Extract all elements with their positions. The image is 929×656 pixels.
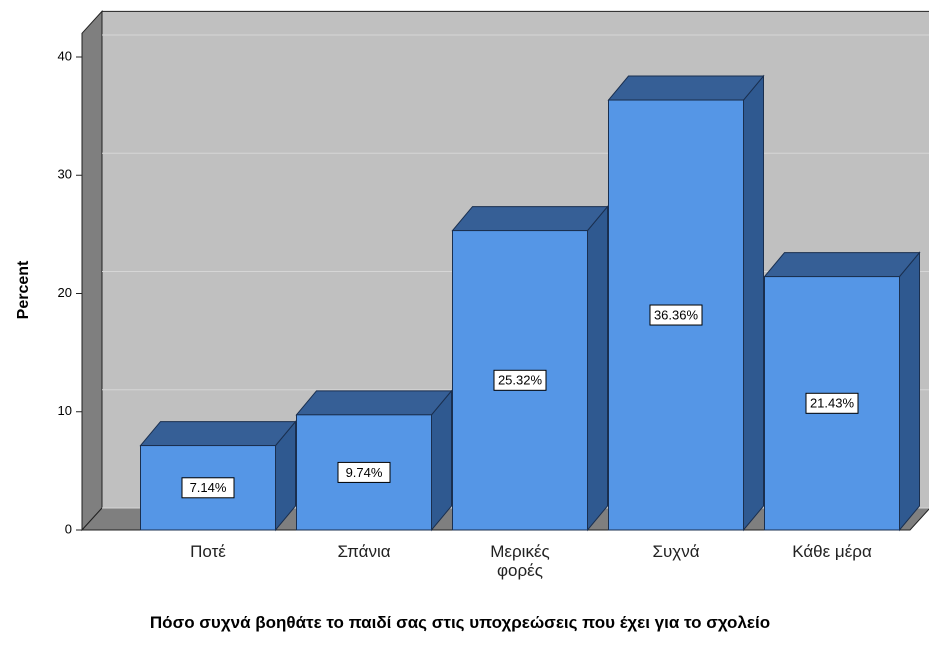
value-label: 9.74% (346, 465, 383, 480)
bar-top (607, 75, 765, 101)
value-label: 36.36% (654, 307, 699, 322)
left-wall (81, 10, 103, 532)
bar-top (139, 421, 297, 447)
value-label-box (649, 304, 703, 326)
y-tick-label: 0 (65, 521, 72, 536)
x-tick-label: Σπάνια (337, 542, 391, 561)
value-label-box (493, 369, 547, 391)
bar (295, 389, 453, 532)
bar (763, 251, 921, 532)
x-tick-label: Μερικές φορές (490, 542, 550, 580)
y-tick-label: 30 (58, 167, 72, 182)
bar-top (295, 390, 453, 416)
bar-side (743, 74, 764, 532)
bar (607, 74, 765, 532)
y-tick-label: 20 (58, 285, 72, 300)
bar-side (587, 205, 608, 532)
x-axis-label: Πόσο συχνά βοηθάτε το παιδί σας στις υπο… (149, 613, 771, 632)
value-label-box (181, 477, 235, 499)
value-label: 7.14% (190, 480, 227, 495)
bar-top (763, 252, 921, 278)
x-tick-label: Συχνά (652, 542, 700, 561)
y-tick-label: 40 (58, 48, 72, 63)
bar-top (451, 206, 609, 232)
y-axis-label: Percent (15, 260, 32, 319)
bar-side (899, 251, 920, 532)
bar (451, 205, 609, 532)
x-tick-label: Ποτέ (190, 542, 226, 561)
bar (139, 420, 297, 532)
value-label-box (337, 461, 391, 483)
value-label-box (805, 392, 859, 414)
x-tick-label: Κάθε μέρα (792, 542, 872, 561)
value-label: 25.32% (498, 373, 543, 388)
y-tick-label: 10 (58, 403, 72, 418)
value-label: 21.43% (810, 396, 855, 411)
